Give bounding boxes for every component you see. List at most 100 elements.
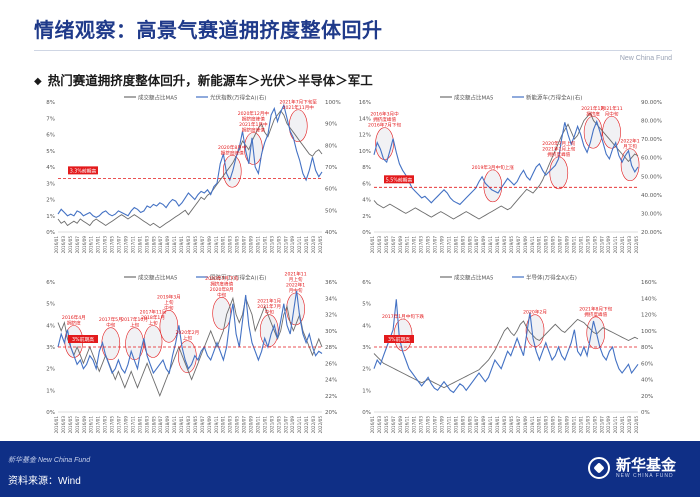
legend-label: 新能源车(万得全A)(右): [526, 94, 582, 102]
x-tick-label: 2021/01: [578, 236, 583, 254]
x-tick-label: 2020/09: [249, 236, 254, 254]
series-line-left: [57, 290, 323, 375]
peak-highlight: [620, 148, 640, 182]
x-tick-label: 2019/05: [193, 236, 198, 254]
threshold-label: 3.3%前期高: [70, 167, 97, 174]
x-tick-label: 2019/03: [186, 416, 191, 434]
y-left-tick: 10%: [359, 149, 371, 155]
y-left-tick: 2%: [362, 367, 371, 373]
x-tick-label: 2016/07: [75, 236, 80, 254]
peak-highlight: [602, 115, 621, 149]
peak-highlight: [212, 297, 231, 330]
annotation-text: 2021年1月: [581, 105, 605, 112]
x-tick-label: 2018/11: [488, 416, 493, 434]
y-left-tick: 1%: [46, 388, 55, 394]
peak-highlight: [549, 156, 569, 190]
x-tick-label: 2020/03: [544, 236, 549, 254]
x-tick-label: 2016/07: [391, 236, 396, 254]
x-tick-label: 2021/11: [297, 236, 302, 254]
threshold-label: 5.5%前期高: [386, 176, 413, 183]
x-tick-label: 2017/07: [433, 236, 438, 254]
y-right-tick: 120%: [641, 313, 657, 319]
y-right-tick: 34%: [325, 296, 337, 302]
x-tick-label: 2016/01: [370, 236, 375, 254]
y-left-tick: 4%: [362, 323, 371, 329]
y-right-tick: 50.00%: [641, 174, 662, 180]
y-right-tick: 70.00%: [641, 137, 662, 143]
y-right-tick: 80%: [641, 345, 653, 351]
annotation-text: 2022年1: [286, 282, 305, 289]
x-tick-label: 2016/01: [54, 236, 59, 254]
peak-highlight: [586, 316, 606, 350]
source-note: 资料来源：Wind: [8, 476, 81, 487]
y-left-tick: 1%: [46, 214, 55, 220]
y-left-tick: 0%: [362, 230, 371, 236]
x-tick-label: 2017/05: [110, 236, 115, 254]
x-tick-label: 2021/11: [613, 416, 618, 434]
peak-highlight: [159, 310, 179, 343]
x-tick-label: 2019/01: [179, 416, 184, 434]
page-title: 情绪观察：高景气赛道拥挤度整体回升: [34, 18, 383, 42]
x-tick-label: 2019/09: [523, 236, 528, 254]
annotation-text: 上旬: [183, 335, 193, 342]
x-tick-label: 2019/03: [502, 416, 507, 434]
x-tick-label: 2017/07: [117, 236, 122, 254]
x-tick-label: 2016/03: [377, 416, 382, 434]
x-tick-label: 2019/05: [193, 416, 198, 434]
legend-label: 国防军工(万得全A)(右): [210, 274, 266, 282]
x-tick-label: 2021/07: [283, 236, 288, 254]
x-tick-label: 2017/01: [96, 416, 101, 434]
series-line-right: [57, 109, 323, 229]
x-tick-label: 2019/11: [214, 416, 219, 434]
x-tick-label: 2019/07: [200, 416, 205, 434]
y-left-tick: 5%: [362, 302, 371, 308]
threshold-label-box: [384, 175, 414, 184]
annotation-text: 拥挤度峰值: [547, 151, 570, 158]
chart-bottom-left: 成交额占比MA5 国防军工(万得全A)(右) 0% 1% 2% 3% 4% 5% 6% 20% 22…: [36, 270, 346, 442]
x-tick-label: 2019/07: [516, 236, 521, 254]
chart-legend: 成交额占比MA5 新能源车(万得全A)(右): [440, 94, 582, 102]
annotation-text: 月中旬: [289, 287, 303, 294]
x-tick-label: 2016/01: [54, 416, 59, 434]
x-tick-label: 2021/11: [297, 416, 302, 434]
threshold-label-box: [384, 335, 414, 343]
x-tick-label: 2018/07: [158, 236, 163, 254]
header-divider: [34, 50, 672, 51]
annotation-text: 拥挤度峰值: [221, 149, 244, 156]
y-right-tick: 30%: [325, 329, 337, 335]
peak-highlight: [288, 109, 308, 143]
y-left-tick: 2%: [46, 198, 55, 204]
y-left-tick: 16%: [359, 100, 371, 106]
annotation-text: 拥挤度峰值: [373, 116, 396, 123]
x-tick-label: 2017/03: [419, 236, 424, 254]
x-tick-label: 2022/03: [311, 236, 316, 254]
x-tick-label: 2020/01: [537, 416, 542, 434]
annotation-text: 2020年8月中: [218, 144, 247, 151]
x-tick-label: 2020/05: [551, 236, 556, 254]
x-tick-label: 2019/07: [200, 236, 205, 254]
annotation-text: 2020年7月上旬: [542, 140, 575, 147]
x-tick-label: 2021/09: [290, 416, 295, 434]
x-tick-label: 2020/03: [544, 416, 549, 434]
y-right-tick: 40%: [641, 378, 653, 384]
y-right-tick: 26%: [325, 361, 337, 367]
y-left-tick: 14%: [359, 116, 371, 122]
chart-svg: 成交额占比MA5 国防军工(万得全A)(右) 0% 1% 2% 3% 4% 5% 6% 20% 22…: [46, 271, 337, 434]
y-right-tick: 60.00%: [641, 156, 662, 162]
x-tick-label: 2021/03: [585, 236, 590, 254]
annotation-text: 2021年1月: [257, 298, 281, 305]
peak-highlight: [125, 327, 144, 360]
y-left-tick: 8%: [46, 100, 55, 106]
x-tick-label: 2019/01: [495, 416, 500, 434]
annotation-text: 拥挤度峰值: [210, 280, 233, 287]
x-tick-label: 2018/03: [460, 416, 465, 434]
annotation-text: 2017年11月: [140, 309, 167, 316]
chart-legend: 成交额占比MA5 半导体(万得全A)(右): [440, 274, 577, 282]
